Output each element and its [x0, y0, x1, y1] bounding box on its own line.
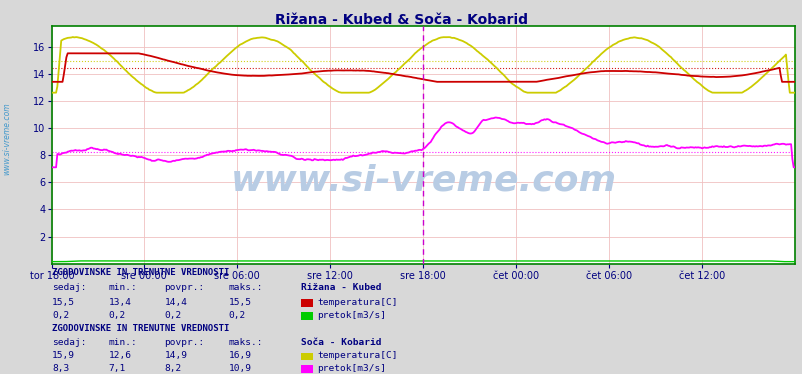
- Text: 8,3: 8,3: [52, 364, 69, 373]
- Text: min.:: min.:: [108, 338, 137, 347]
- Text: sedaj:: sedaj:: [52, 283, 87, 292]
- Text: 14,9: 14,9: [164, 351, 188, 360]
- Text: pretok[m3/s]: pretok[m3/s]: [317, 311, 386, 320]
- Text: Rižana - Kubed & Soča - Kobarid: Rižana - Kubed & Soča - Kobarid: [274, 13, 528, 27]
- Text: pretok[m3/s]: pretok[m3/s]: [317, 364, 386, 373]
- Text: sedaj:: sedaj:: [52, 338, 87, 347]
- Text: 10,9: 10,9: [229, 364, 252, 373]
- Text: Soča - Kobarid: Soča - Kobarid: [301, 338, 381, 347]
- Text: temperatura[C]: temperatura[C]: [317, 351, 397, 360]
- Text: 15,5: 15,5: [229, 298, 252, 307]
- Text: 0,2: 0,2: [229, 311, 245, 320]
- Text: 0,2: 0,2: [108, 311, 125, 320]
- Text: povpr.:: povpr.:: [164, 338, 205, 347]
- Text: 8,2: 8,2: [164, 364, 181, 373]
- Text: 14,4: 14,4: [164, 298, 188, 307]
- Text: Rižana - Kubed: Rižana - Kubed: [301, 283, 381, 292]
- Text: 13,4: 13,4: [108, 298, 132, 307]
- Text: 15,5: 15,5: [52, 298, 75, 307]
- Text: www.si-vreme.com: www.si-vreme.com: [230, 163, 616, 197]
- Text: 0,2: 0,2: [164, 311, 181, 320]
- Text: 15,9: 15,9: [52, 351, 75, 360]
- Text: 16,9: 16,9: [229, 351, 252, 360]
- Text: www.si-vreme.com: www.si-vreme.com: [2, 102, 11, 175]
- Text: 7,1: 7,1: [108, 364, 125, 373]
- Text: maks.:: maks.:: [229, 338, 263, 347]
- Text: ZGODOVINSKE IN TRENUTNE VREDNOSTI: ZGODOVINSKE IN TRENUTNE VREDNOSTI: [52, 268, 229, 277]
- Text: povpr.:: povpr.:: [164, 283, 205, 292]
- Text: 12,6: 12,6: [108, 351, 132, 360]
- Text: 0,2: 0,2: [52, 311, 69, 320]
- Text: min.:: min.:: [108, 283, 137, 292]
- Text: ZGODOVINSKE IN TRENUTNE VREDNOSTI: ZGODOVINSKE IN TRENUTNE VREDNOSTI: [52, 324, 229, 333]
- Text: maks.:: maks.:: [229, 283, 263, 292]
- Text: temperatura[C]: temperatura[C]: [317, 298, 397, 307]
